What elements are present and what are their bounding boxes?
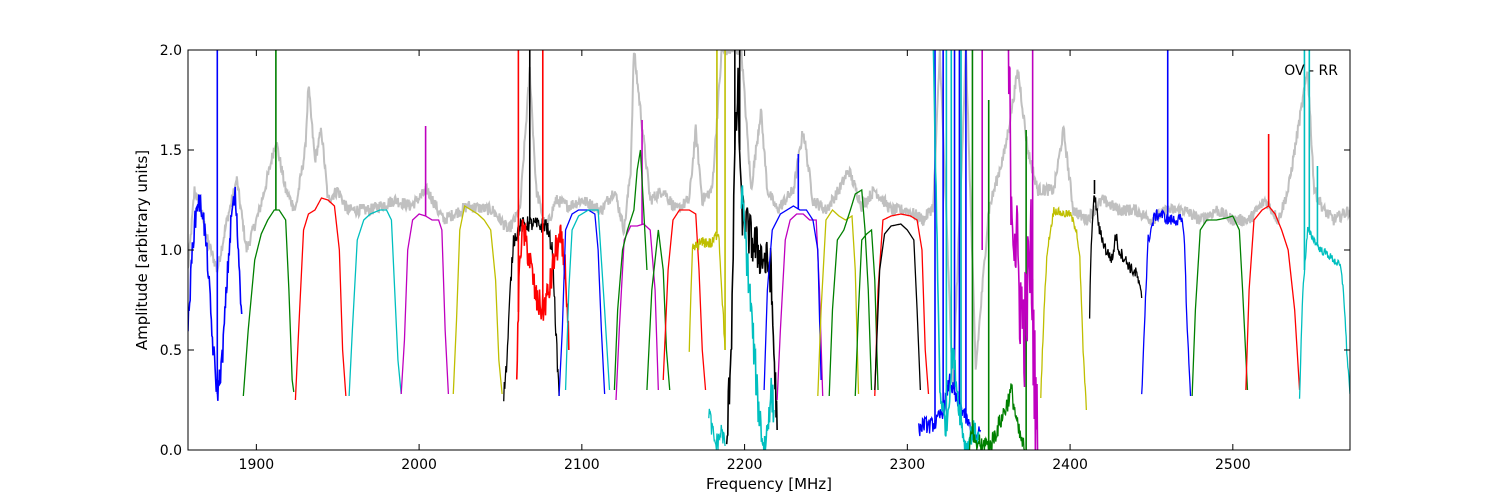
series-33	[1245, 134, 1301, 391]
series-8	[558, 209, 606, 397]
series-2	[294, 197, 347, 401]
x-axis-label: Frequency [MHz]	[706, 475, 832, 493]
series-12	[646, 229, 671, 391]
y-tick-label: 0.5	[160, 343, 182, 359]
series-28	[981, 50, 1039, 450]
series-line-14	[688, 231, 726, 352]
series-line-26	[932, 50, 980, 450]
series-21	[828, 188, 873, 397]
series-3	[348, 209, 402, 397]
series-7	[515, 50, 570, 380]
series-line-17	[740, 185, 775, 450]
series-line-8	[558, 209, 606, 397]
series-14	[688, 50, 726, 352]
x-tick-label: 2200	[727, 457, 763, 473]
series-line-18	[776, 213, 824, 401]
series-4	[400, 126, 450, 395]
series-line-12	[646, 229, 671, 391]
series-line-1	[242, 209, 295, 397]
series-26	[932, 50, 980, 450]
series-line-13	[662, 209, 707, 391]
series-18	[776, 213, 824, 401]
series-15	[708, 408, 726, 450]
y-tick-label: 1.0	[160, 243, 182, 259]
y-tick-label: 2.0	[160, 43, 182, 59]
series-11	[613, 149, 648, 391]
series-line-21	[828, 188, 873, 397]
y-axis-label: Amplitude [arbitrary units]	[133, 150, 151, 350]
series-5	[452, 204, 503, 395]
x-tick-label: 2300	[890, 457, 926, 473]
series-line-4	[400, 213, 450, 395]
series-29	[1040, 206, 1087, 411]
series-line-24	[874, 223, 921, 391]
series-layer	[188, 50, 1350, 450]
series-line-20	[817, 208, 860, 397]
series-6	[503, 50, 560, 402]
series-13	[662, 209, 707, 391]
series-line-2	[294, 197, 347, 401]
x-tick-label: 2500	[1215, 457, 1251, 473]
series-30	[1088, 180, 1143, 319]
x-tick-label: 2000	[401, 457, 437, 473]
series-line-29	[1040, 206, 1087, 411]
series-line-19	[763, 205, 822, 391]
series-20	[817, 208, 860, 397]
series-line-30	[1088, 195, 1143, 319]
series-line-23	[874, 213, 930, 397]
series-line-3	[348, 209, 402, 397]
series-line-10	[615, 223, 659, 401]
series-line-11	[613, 149, 648, 391]
series-9	[564, 209, 611, 391]
series-line-15	[708, 408, 726, 450]
x-axis: 1900 2000 2100 2200 2300 2400 2500	[239, 50, 1251, 473]
series-1	[242, 50, 295, 397]
series-24	[874, 223, 921, 391]
x-tick-label: 2400	[1052, 457, 1088, 473]
series-line-6	[503, 216, 560, 402]
series-line-5	[452, 204, 503, 395]
series-31	[1141, 50, 1192, 397]
series-line-32	[1191, 215, 1249, 397]
series-line-31	[1141, 208, 1192, 397]
series-34	[1298, 50, 1350, 399]
series-19	[763, 154, 822, 391]
series-line-34	[1298, 226, 1350, 399]
chart-annotation: OV - RR	[1284, 63, 1338, 79]
series-17	[740, 185, 775, 450]
series-0	[188, 50, 243, 401]
series-line-0	[188, 186, 243, 401]
series-line-33	[1245, 205, 1301, 391]
x-tick-label: 2100	[564, 457, 600, 473]
series-22	[854, 228, 879, 397]
series-line-27	[968, 383, 1026, 450]
x-tick-label: 1900	[239, 457, 275, 473]
y-tick-label: 0.0	[160, 443, 182, 459]
series-23	[874, 213, 930, 397]
y-tick-label: 1.5	[160, 143, 182, 159]
series-32	[1191, 215, 1249, 397]
y-axis: 0.0 0.5 1.0 1.5 2.0	[160, 43, 1350, 459]
series-line-22	[854, 228, 879, 397]
series-line-9	[564, 209, 611, 391]
